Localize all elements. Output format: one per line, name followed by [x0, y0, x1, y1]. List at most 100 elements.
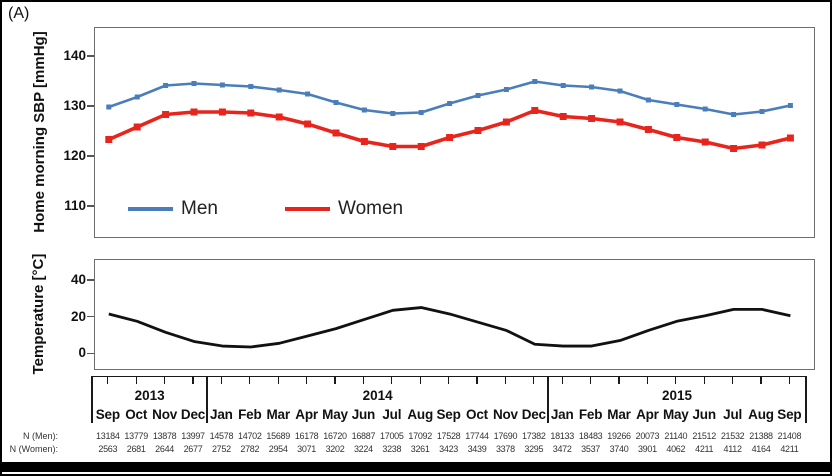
sbp-line-chart	[105, 79, 794, 152]
year-label-2014: 2014	[362, 388, 393, 403]
panel-label: (A)	[8, 5, 30, 22]
month-tick	[533, 375, 535, 384]
n-men-value: 16887	[351, 431, 376, 441]
legend-men: Men	[128, 197, 218, 221]
month-label-jun: Jun	[351, 407, 376, 422]
year-label-2013: 2013	[134, 388, 165, 403]
temperature-plot-area	[94, 259, 815, 370]
sbp-women-marker	[133, 123, 141, 131]
n-men-value: 21140	[664, 431, 688, 441]
sbp-men-marker	[731, 112, 737, 117]
month-label-mar: Mar	[607, 407, 631, 422]
n-women-value: 3423	[439, 444, 458, 454]
n-women-value: 3439	[467, 444, 487, 454]
n-women-value: 3071	[297, 444, 316, 454]
sbp-women-marker	[162, 111, 170, 118]
month-label-feb: Feb	[238, 407, 262, 422]
n-women-value: 3261	[410, 444, 430, 454]
month-tick	[107, 375, 109, 384]
sbp-men-marker	[134, 94, 140, 100]
n-women-value: 2752	[211, 444, 231, 454]
n-women-value: 3295	[524, 444, 544, 454]
n-men-value: 18133	[550, 431, 574, 441]
n-women-value: 3238	[382, 444, 402, 454]
sbp-men-marker	[532, 79, 538, 84]
men-line-swatch	[128, 207, 173, 211]
sbp-men-marker	[418, 110, 424, 115]
n-men-value: 17744	[465, 431, 489, 441]
sbp-ytick-mark	[87, 205, 94, 207]
sbp-men-marker	[759, 109, 765, 114]
sbp-women-marker	[247, 109, 255, 117]
sbp-women-marker	[304, 120, 312, 128]
sbp-men-marker	[617, 88, 623, 94]
month-label-apr: Apr	[295, 407, 318, 422]
n-men-value: 13997	[181, 431, 205, 441]
sbp-women-marker	[644, 126, 652, 133]
sbp-women-marker	[701, 138, 709, 146]
n-men-value: 15689	[266, 431, 290, 441]
month-tick	[249, 375, 251, 384]
legend-women: Women	[285, 197, 403, 221]
n-women-value: 4112	[723, 444, 742, 454]
month-label-jan: Jan	[550, 407, 574, 422]
temperature-ytick-label: 20	[70, 308, 86, 324]
sbp-men-marker	[702, 106, 708, 112]
month-label-apr: Apr	[636, 407, 659, 422]
sbp-women-marker	[105, 136, 113, 143]
month-tick	[731, 375, 734, 384]
n-men-value: 14702	[238, 431, 262, 441]
sbp-women-marker	[360, 138, 368, 145]
figure-bottom-bar	[0, 462, 832, 472]
month-tick	[788, 375, 791, 384]
sbp-men-marker	[333, 100, 339, 105]
n-men-value: 14578	[209, 431, 234, 441]
temperature-ytick-mark	[87, 352, 94, 355]
n-men-value: 13878	[152, 431, 177, 441]
month-label-feb: Feb	[578, 407, 603, 422]
month-label-jan: Jan	[210, 407, 233, 422]
sbp-women-marker	[588, 115, 596, 122]
temperature-ytick-label: 0	[78, 345, 86, 361]
n-women-value: 2681	[126, 444, 146, 454]
n-men-value: 21408	[777, 431, 802, 441]
n-women-value: 3224	[353, 444, 373, 454]
sbp-men-marker	[248, 84, 254, 89]
month-tick	[760, 375, 762, 384]
sbp-men-marker	[674, 102, 680, 107]
temperature-line-chart	[108, 306, 791, 349]
month-label-jul: Jul	[723, 407, 743, 422]
sbp-women-marker	[190, 108, 198, 116]
sbp-ytick-mark	[87, 105, 94, 107]
sbp-ytick-label: 110	[64, 198, 86, 213]
month-label-mar: Mar	[266, 407, 290, 422]
sbp-men-marker	[447, 101, 453, 106]
n-women-value: 3901	[637, 444, 657, 454]
n-women-value: 2954	[268, 444, 288, 454]
month-tick	[618, 375, 620, 384]
sbp-men-line	[108, 80, 791, 116]
n-men-value: 17005	[380, 431, 404, 441]
month-tick	[675, 375, 677, 384]
month-tick	[391, 375, 393, 384]
month-label-aug: Aug	[407, 407, 434, 422]
sbp-ytick-mark	[87, 55, 94, 57]
legend-men-label: Men	[181, 198, 218, 219]
temperature-ytick-mark	[87, 315, 94, 318]
month-label-nov: Nov	[492, 407, 518, 422]
sbp-men-marker	[191, 81, 197, 86]
sbp-men-marker	[305, 91, 311, 97]
n-women-value: 2677	[183, 444, 203, 454]
sbp-women-marker	[218, 108, 226, 116]
month-tick	[646, 375, 649, 384]
sbp-women-marker	[730, 145, 738, 152]
sbp-men-marker	[276, 87, 282, 93]
n-women-value: 2782	[240, 444, 260, 454]
sbp-women-marker	[502, 118, 510, 126]
sbp-men-marker	[589, 84, 595, 90]
month-tick	[561, 375, 563, 384]
sbp-men-marker	[390, 111, 396, 116]
n-women-value: 2563	[98, 444, 118, 454]
n-men-value: 21388	[749, 431, 773, 441]
